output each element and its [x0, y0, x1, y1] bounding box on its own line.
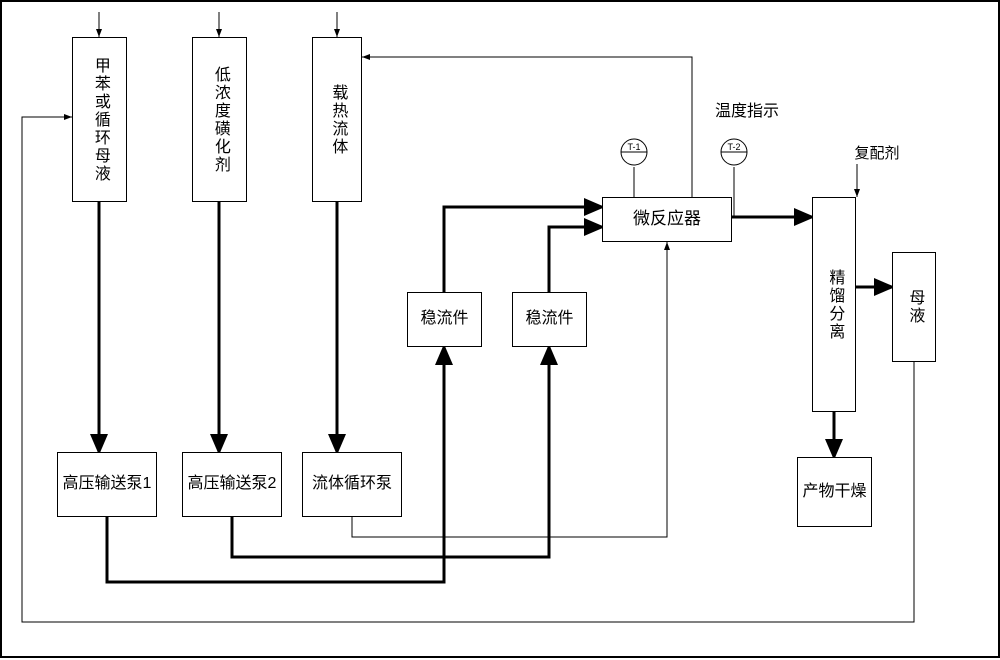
edge — [362, 57, 692, 197]
node-feed1: 甲苯或循环母液 — [72, 37, 127, 202]
node-stab1: 稳流件 — [407, 292, 482, 347]
node-circ-pump: 流体循环泵 — [302, 452, 402, 517]
label-additive-text: 复配剂 — [854, 145, 899, 162]
node-pump1-label: 高压输送泵1 — [63, 474, 152, 495]
label-temp-indicator-text: 温度指示 — [715, 103, 779, 120]
node-reactor-label: 微反应器 — [633, 208, 701, 230]
node-circ-pump-label: 流体循环泵 — [312, 474, 392, 495]
ti1-text: T-1 — [627, 142, 640, 152]
ti1-icon: T-1 — [619, 137, 649, 167]
node-pump1: 高压输送泵1 — [57, 452, 157, 517]
label-temp-indicator: 温度指示 — [692, 97, 802, 121]
edge — [549, 227, 602, 292]
edge — [444, 207, 602, 292]
node-heat-fluid-label: 载热流体 — [327, 84, 348, 156]
ti2-icon: T-2 — [719, 137, 749, 167]
node-heat-fluid: 载热流体 — [312, 37, 362, 202]
node-pump2-label: 高压输送泵2 — [188, 474, 277, 495]
node-stab1-label: 稳流件 — [420, 309, 468, 330]
label-additive: 复配剂 — [842, 142, 912, 163]
node-reactor: 微反应器 — [602, 197, 732, 242]
edge — [22, 117, 914, 622]
node-feed2: 低浓度磺化剂 — [192, 37, 247, 202]
node-distill-label: 精馏分离 — [824, 269, 845, 341]
ti2-text: T-2 — [727, 142, 740, 152]
diagram-canvas: 甲苯或循环母液 低浓度磺化剂 载热流体 温度指示 复配剂 微反应器 精馏分离 母… — [0, 0, 1000, 658]
node-stab2-label: 稳流件 — [525, 309, 573, 330]
node-pump2: 高压输送泵2 — [182, 452, 282, 517]
node-distill: 精馏分离 — [812, 197, 856, 412]
node-feed1-label: 甲苯或循环母液 — [89, 57, 110, 183]
node-stab2: 稳流件 — [512, 292, 587, 347]
node-mother-liquor-label: 母液 — [904, 289, 925, 325]
node-dry-label: 产物干燥 — [802, 482, 866, 503]
node-mother-liquor: 母液 — [892, 252, 936, 362]
node-dry: 产物干燥 — [797, 457, 872, 527]
node-feed2-label: 低浓度磺化剂 — [209, 66, 230, 174]
